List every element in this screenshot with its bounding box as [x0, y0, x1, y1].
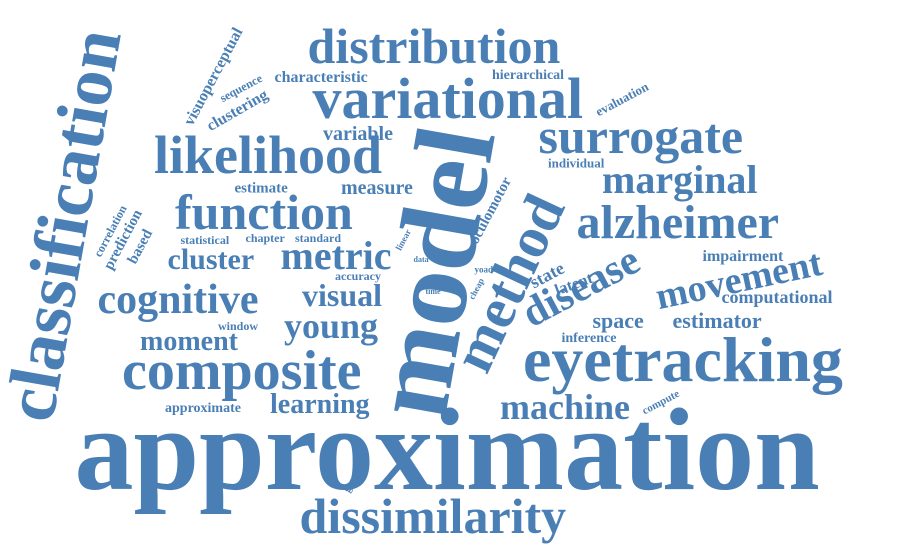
word-hierarchical: hierarchical: [492, 68, 565, 83]
word-learning: learning: [270, 389, 370, 420]
word-chapter: chapter: [245, 231, 285, 245]
word-accuracy: accuracy: [335, 269, 381, 283]
word-space: space: [592, 308, 644, 333]
word-function: function: [175, 184, 353, 240]
word-inference: inference: [561, 331, 617, 346]
word-time: time: [425, 287, 441, 296]
word-likelihood: likelihood: [154, 125, 383, 185]
word-cluster: cluster: [167, 243, 255, 276]
word-data: data: [413, 255, 429, 264]
word-alzheimer: alzheimer: [576, 196, 780, 249]
word-statistical: statistical: [180, 233, 230, 247]
word-variable: variable: [323, 123, 393, 145]
word-window: window: [218, 319, 259, 333]
word-surrogate: surrogate: [538, 108, 744, 164]
word-approximate: approximate: [165, 401, 241, 416]
word-marginal: marginal: [602, 157, 758, 202]
word-young: young: [284, 306, 379, 346]
word-characteristic: characteristic: [274, 69, 368, 86]
word-machine: machine: [500, 387, 630, 427]
word-standard: standard: [295, 231, 342, 245]
word-composite: composite: [122, 340, 362, 402]
word-estimate: estimate: [234, 180, 288, 197]
word-approximation: approximation: [74, 384, 820, 515]
word-computational: computational: [721, 287, 833, 307]
word-eyetracking: eyetracking: [523, 324, 843, 395]
word-yoad: yoad: [474, 264, 494, 275]
word-variational: variational: [312, 66, 584, 131]
word-impairment: impairment: [702, 248, 784, 265]
word-dissimilarity: dissimilarity: [299, 488, 567, 544]
word-estimator: estimator: [672, 308, 762, 333]
word-distribution: distribution: [307, 18, 561, 74]
word-moment: moment: [140, 326, 238, 357]
word-visual: visual: [302, 277, 383, 313]
word-individual: individual: [548, 155, 605, 171]
word-metric: metric: [280, 233, 392, 278]
word-cognitive: cognitive: [97, 277, 259, 323]
word-measure: measure: [341, 177, 413, 199]
